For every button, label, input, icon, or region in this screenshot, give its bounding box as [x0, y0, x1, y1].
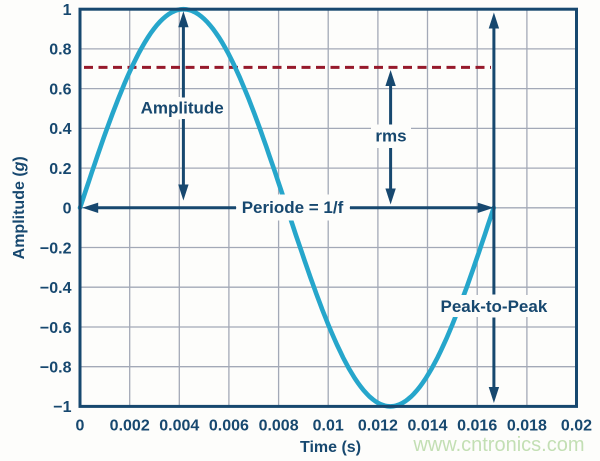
svg-text:−1: −1	[53, 399, 71, 416]
svg-text:www.cntronics.com: www.cntronics.com	[412, 434, 584, 456]
svg-text:0.016: 0.016	[457, 418, 497, 435]
svg-text:0.8: 0.8	[49, 42, 71, 59]
svg-text:0: 0	[76, 418, 85, 435]
svg-text:Periode = 1/f: Periode = 1/f	[242, 198, 344, 217]
svg-text:rms: rms	[375, 127, 406, 146]
svg-text:Time (s): Time (s)	[300, 439, 361, 456]
svg-text:−0.4: −0.4	[40, 280, 72, 297]
svg-text:−0.2: −0.2	[40, 240, 72, 257]
svg-text:0.012: 0.012	[358, 418, 398, 435]
svg-text:0.01: 0.01	[313, 418, 344, 435]
svg-text:0.6: 0.6	[49, 81, 71, 98]
svg-text:Peak-to-Peak: Peak-to-Peak	[441, 297, 548, 316]
svg-text:1: 1	[63, 2, 72, 19]
svg-text:0.018: 0.018	[507, 418, 547, 435]
svg-text:−0.8: −0.8	[40, 360, 72, 377]
svg-text:0.2: 0.2	[49, 161, 71, 178]
svg-text:0.004: 0.004	[159, 418, 199, 435]
svg-text:0.006: 0.006	[209, 418, 249, 435]
svg-text:0.002: 0.002	[110, 418, 150, 435]
svg-text:Amplitude (g): Amplitude (g)	[11, 156, 28, 259]
svg-text:0: 0	[63, 201, 72, 218]
svg-text:Amplitude: Amplitude	[141, 99, 224, 118]
svg-text:0.014: 0.014	[407, 418, 447, 435]
svg-text:−0.6: −0.6	[40, 320, 72, 337]
svg-text:0.008: 0.008	[259, 418, 299, 435]
svg-text:0.4: 0.4	[49, 121, 71, 138]
svg-text:0.02: 0.02	[561, 418, 592, 435]
